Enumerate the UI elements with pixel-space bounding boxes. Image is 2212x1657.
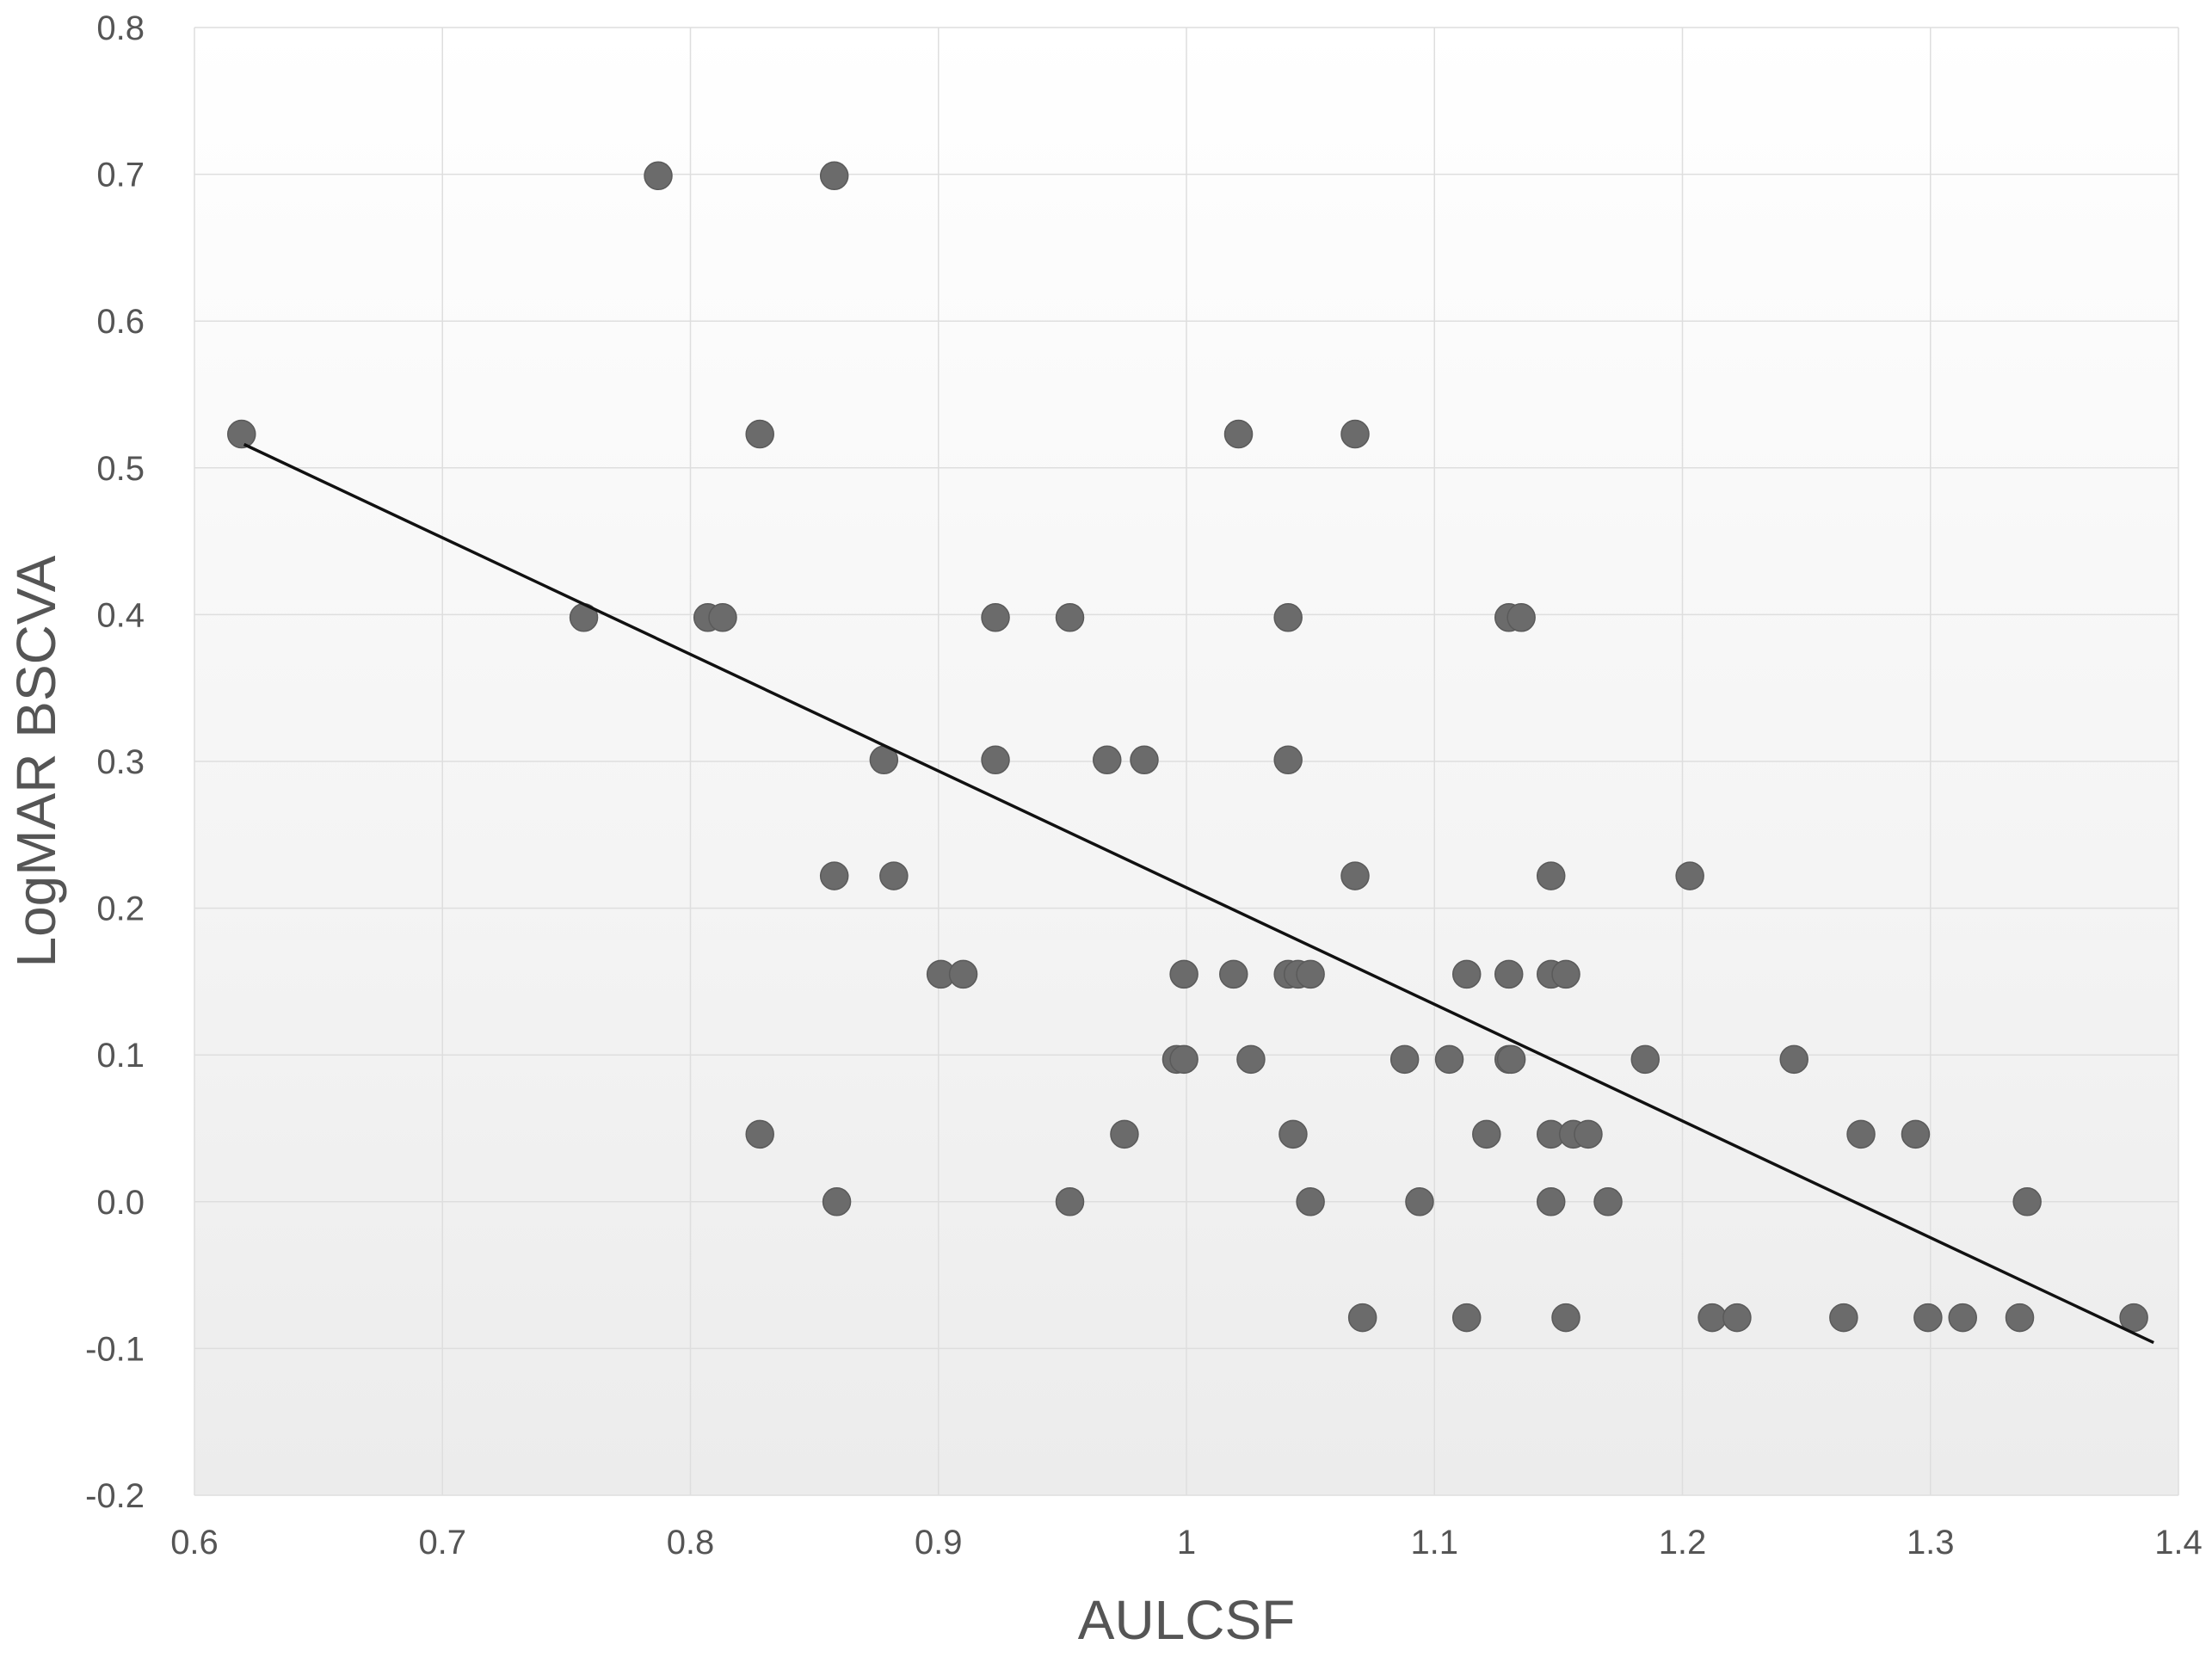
trendline [243,442,2154,1345]
data-point [1273,603,1303,632]
data-point [1901,1119,1931,1149]
data-point [1698,1303,1727,1333]
data-point [708,603,737,632]
x-tick-label: 0.7 [418,1524,466,1562]
y-tick-label: -0.2 [85,1477,145,1515]
data-point [1496,1044,1526,1075]
x-tick-label: 0.6 [170,1524,219,1562]
data-point [2012,1187,2042,1217]
x-axis-title: AULCSF [1078,1589,1296,1651]
data-point [1675,861,1704,890]
data-point [1451,959,1482,989]
data-point [1846,1119,1876,1149]
y-tick-label: 0.1 [96,1037,145,1075]
data-point [644,161,673,191]
data-point [981,603,1010,632]
data-point [1536,1187,1566,1217]
x-tick-label: 1.4 [2154,1524,2203,1562]
data-point [1389,1044,1420,1075]
data-point [1130,745,1159,775]
x-tick-label: 0.8 [667,1524,715,1562]
y-tick-label: 0.7 [96,157,145,194]
data-point [2119,1303,2148,1333]
data-point [819,861,849,890]
data-point [822,1187,852,1217]
x-tick-label: 1 [1177,1524,1196,1562]
data-point [1574,1119,1603,1149]
data-point [1829,1303,1858,1333]
y-tick-label: 0.2 [96,890,145,928]
data-point [1948,1303,1977,1333]
data-point [1110,1119,1139,1149]
data-point [1494,959,1524,989]
data-point [1630,1044,1661,1075]
data-point [1913,1303,1943,1333]
data-point [1169,959,1198,989]
data-point [227,419,256,449]
data-point [1722,1303,1752,1333]
data-point [1279,1119,1308,1149]
data-point [1507,603,1536,632]
data-point [819,161,849,191]
y-tick-label: 0.5 [96,450,145,488]
data-point [1219,959,1248,989]
data-point [1296,959,1325,989]
data-point [1536,861,1566,890]
data-point [1779,1044,1808,1075]
data-point [2005,1303,2035,1333]
x-tick-label: 1.1 [1410,1524,1458,1562]
horizontal-gridlines [194,27,2178,1496]
y-tick-label: 0.8 [96,9,145,47]
y-tick-label: 0.0 [96,1184,145,1222]
data-point [1055,1187,1085,1217]
data-point [745,1119,774,1149]
data-point [1451,1303,1482,1333]
data-point [1273,745,1303,775]
y-tick-label: 0.3 [96,743,145,781]
data-point [948,959,978,989]
data-point [1551,959,1580,989]
y-axis-title: LogMAR BSCVA [5,555,67,967]
data-point [1405,1187,1434,1217]
data-point [1223,419,1254,449]
data-point [1093,745,1122,775]
data-point [1236,1044,1266,1075]
data-point [1340,861,1370,890]
x-tick-labels: 0.6 0.7 0.8 0.9 1 1.1 1.2 1.3 1.4 [170,1524,2203,1562]
data-point [879,861,909,890]
data-point [981,745,1010,775]
x-tick-label: 1.3 [1907,1524,1955,1562]
x-tick-label: 1.2 [1659,1524,1707,1562]
data-point [1472,1119,1501,1149]
data-point [1434,1044,1464,1075]
y-tick-label: 0.4 [96,596,145,634]
y-tick-label: -0.1 [85,1330,145,1368]
data-point [1055,603,1085,632]
x-tick-label: 0.9 [915,1524,963,1562]
data-point [1296,1187,1325,1217]
data-point [1169,1044,1198,1075]
data-point [1593,1187,1623,1217]
y-tick-labels: 0.8 0.7 0.6 0.5 0.4 0.3 0.2 0.1 0.0 -0.1 -0.2 [85,9,145,1515]
data-point [1347,1303,1377,1333]
data-points [227,161,2148,1333]
data-point [1340,419,1370,449]
y-tick-label: 0.6 [96,303,145,341]
data-point [745,419,774,449]
data-point [1551,1303,1580,1333]
